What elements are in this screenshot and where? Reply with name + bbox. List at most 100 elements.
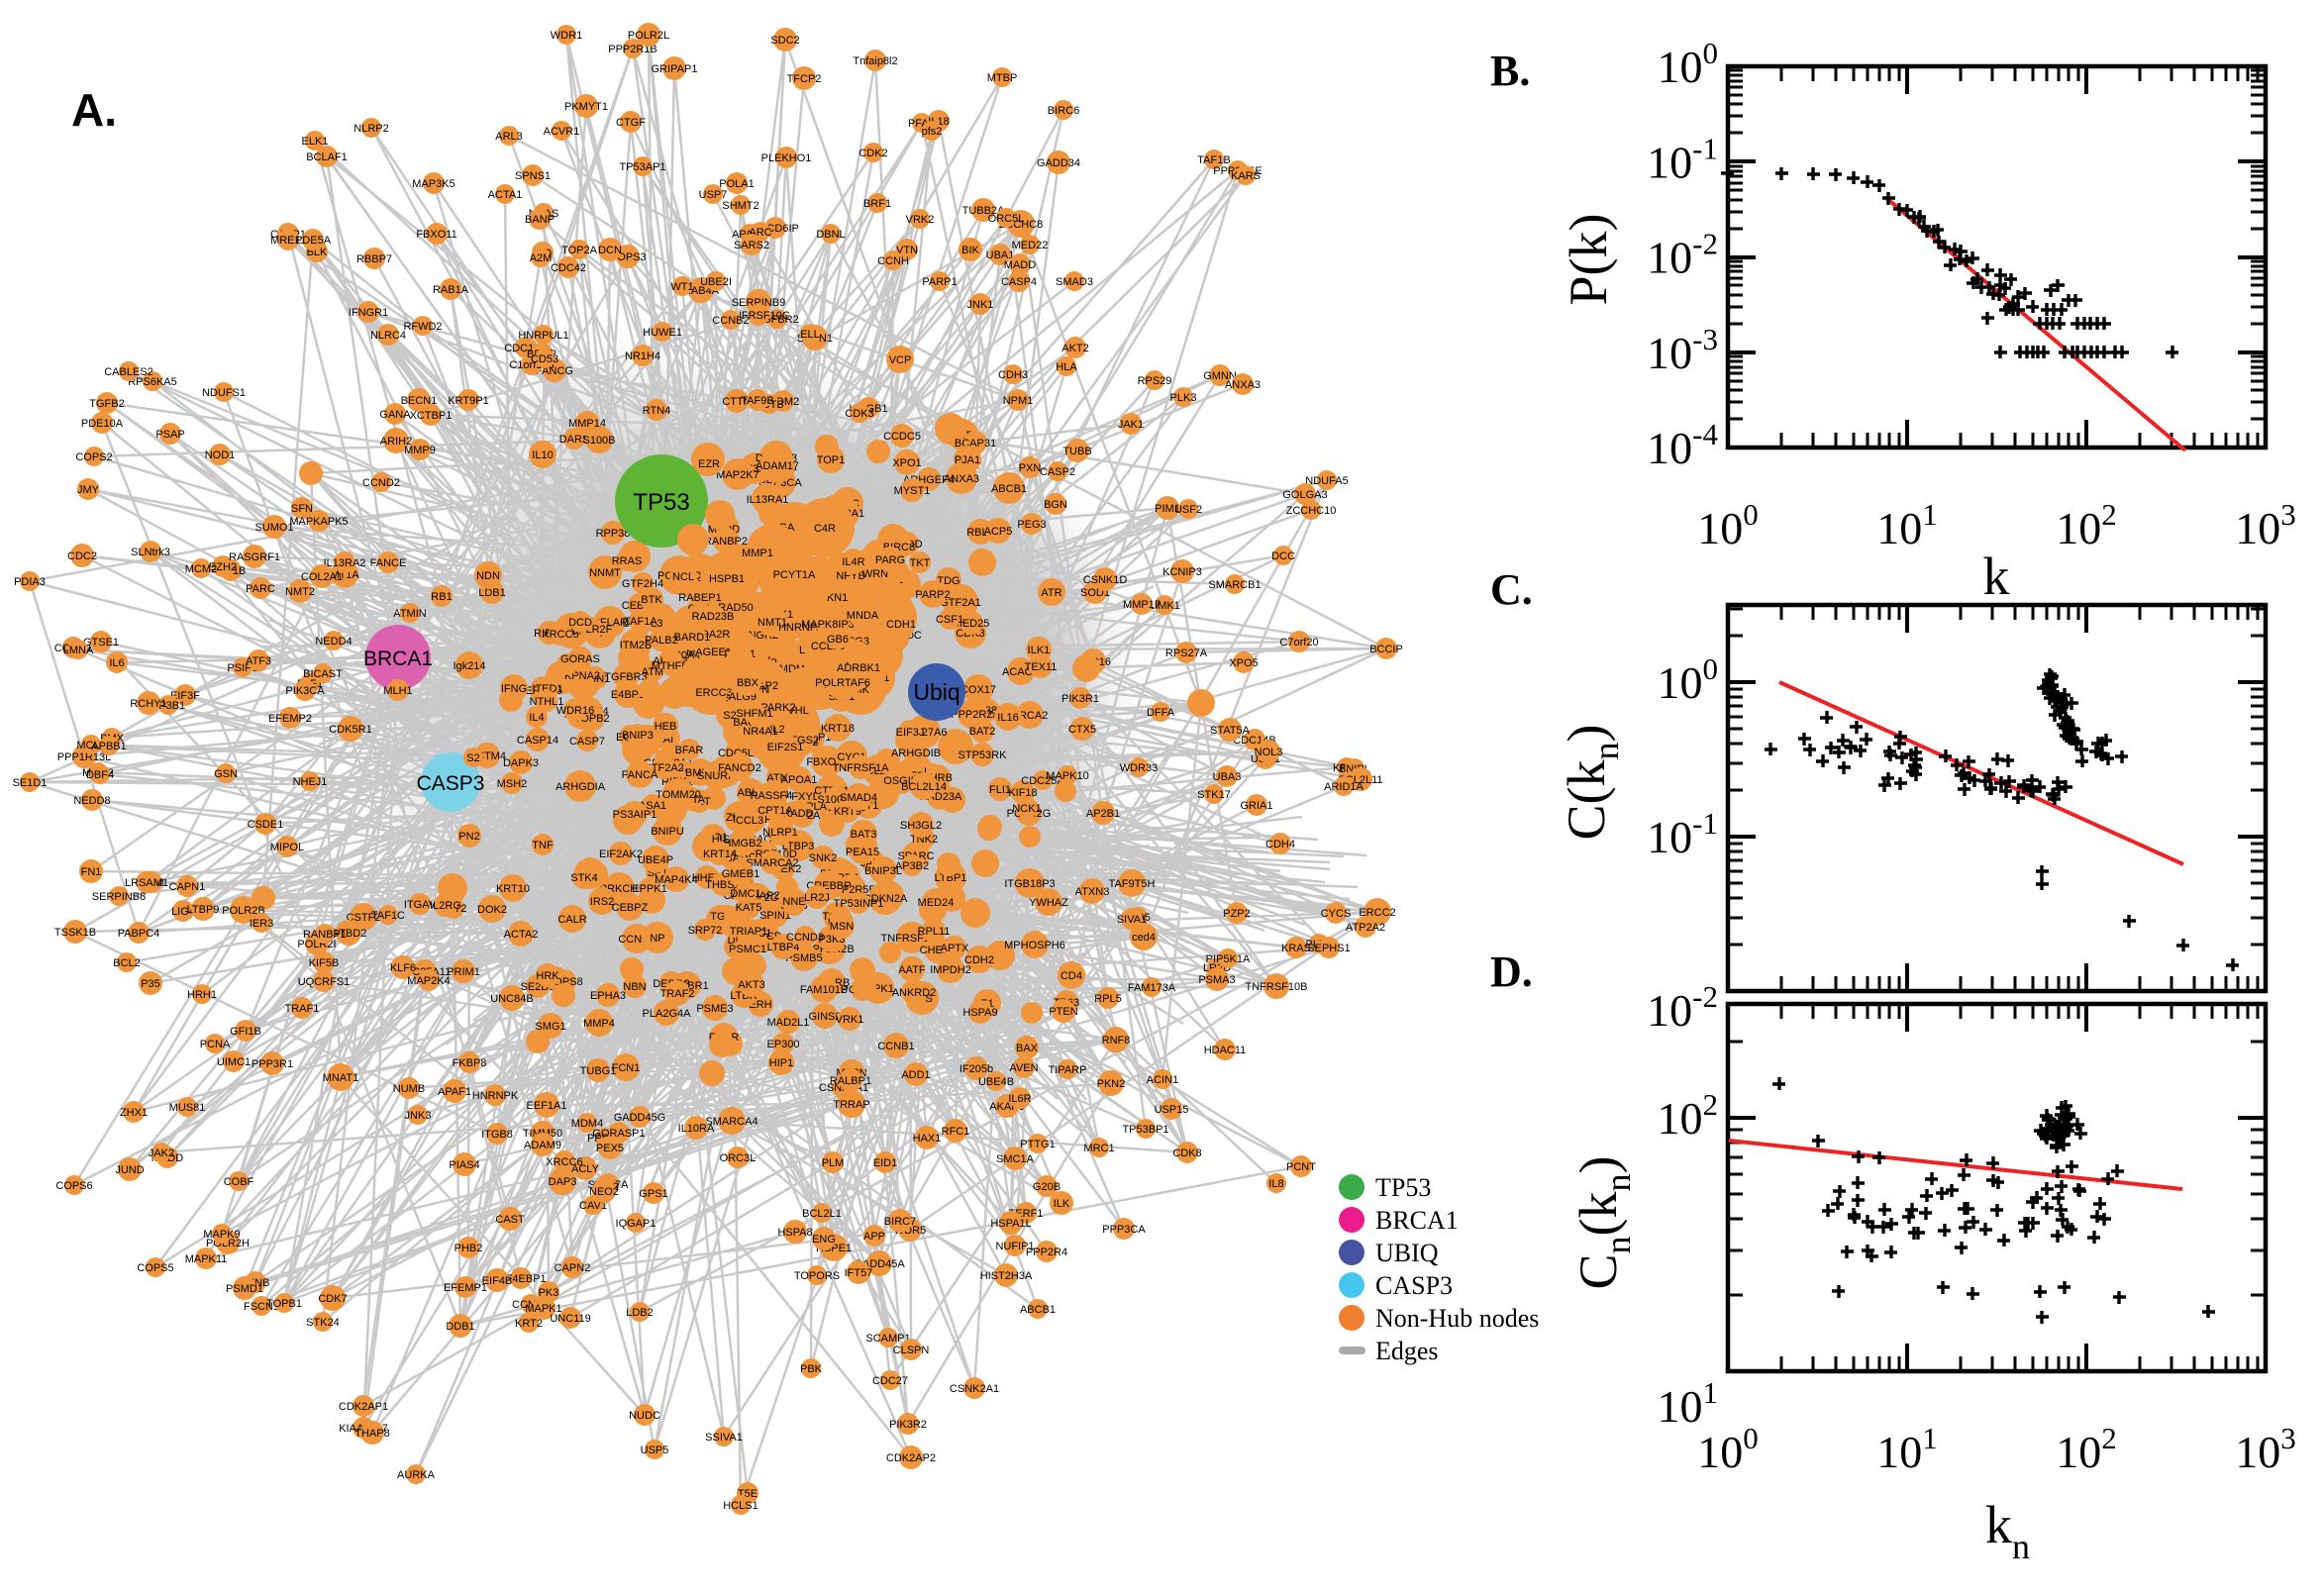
svg-text:PDIA3: PDIA3 xyxy=(14,576,46,588)
svg-text:HSPB1: HSPB1 xyxy=(709,573,745,585)
svg-text:FLI1: FLI1 xyxy=(989,784,1011,796)
svg-text:MCL1: MCL1 xyxy=(76,740,105,751)
svg-text:PCYT1A: PCYT1A xyxy=(773,569,816,581)
svg-text:EFEMP2: EFEMP2 xyxy=(268,713,312,725)
svg-text:IMPDH2: IMPDH2 xyxy=(930,964,971,976)
svg-text:B.: B. xyxy=(1490,47,1530,95)
svg-text:MAD2L1: MAD2L1 xyxy=(767,1017,810,1029)
svg-text:ATMIN: ATMIN xyxy=(393,608,426,620)
svg-text:HLA: HLA xyxy=(1056,361,1077,373)
svg-text:CD53: CD53 xyxy=(531,353,558,365)
svg-text:NLRP1: NLRP1 xyxy=(762,827,797,839)
svg-text:GB6: GB6 xyxy=(827,634,849,646)
svg-text:FSCN1: FSCN1 xyxy=(244,1301,279,1313)
svg-text:CDC27: CDC27 xyxy=(872,1375,908,1387)
svg-text:UBA1: UBA1 xyxy=(986,249,1015,261)
svg-text:TUBG1: TUBG1 xyxy=(580,1065,617,1077)
svg-text:ITGB18P3: ITGB18P3 xyxy=(1004,878,1055,890)
svg-text:CCND2: CCND2 xyxy=(362,477,400,489)
svg-text:GANA: GANA xyxy=(379,409,411,421)
svg-text:OSGIN: OSGIN xyxy=(883,775,919,787)
svg-text:HRK: HRK xyxy=(536,970,559,982)
svg-text:MYST1: MYST1 xyxy=(894,485,931,497)
svg-text:NCK1: NCK1 xyxy=(1012,803,1041,815)
svg-text:PARG: PARG xyxy=(875,554,905,566)
svg-text:IL4R: IL4R xyxy=(842,556,864,568)
svg-text:TUBB: TUBB xyxy=(1062,446,1091,457)
svg-text:SEPHS1: SEPHS1 xyxy=(1307,943,1350,954)
svg-text:PCNA: PCNA xyxy=(200,1039,231,1050)
svg-text:BRF1: BRF1 xyxy=(863,198,891,210)
svg-text:CDH1: CDH1 xyxy=(886,619,916,631)
svg-text:COPS5: COPS5 xyxy=(137,1262,173,1274)
svg-text:TRRAP: TRRAP xyxy=(833,1099,869,1111)
svg-text:CDK2AP1: CDK2AP1 xyxy=(339,1401,388,1413)
svg-text:CALR: CALR xyxy=(557,914,586,926)
svg-text:VTN: VTN xyxy=(896,245,918,256)
svg-text:D.: D. xyxy=(1490,948,1533,996)
svg-text:STK24: STK24 xyxy=(306,1317,340,1329)
svg-text:BIRC7: BIRC7 xyxy=(884,1216,916,1228)
svg-text:NPM1: NPM1 xyxy=(1003,395,1034,407)
svg-text:NOD1: NOD1 xyxy=(205,449,236,461)
svg-text:TAF9B: TAF9B xyxy=(741,395,773,407)
svg-text:PSMA3: PSMA3 xyxy=(1198,974,1235,986)
svg-text:RB1: RB1 xyxy=(431,591,452,603)
svg-text:AP2B1: AP2B1 xyxy=(1086,808,1120,820)
svg-text:BECN1: BECN1 xyxy=(401,395,438,407)
svg-text:BNIP3L: BNIP3L xyxy=(864,865,902,877)
svg-text:IL2RG: IL2RG xyxy=(430,900,461,912)
svg-text:PK3: PK3 xyxy=(539,1287,559,1299)
svg-text:TRIAP1: TRIAP1 xyxy=(730,926,768,938)
svg-text:MED25: MED25 xyxy=(954,618,990,630)
svg-text:PPP1R13L: PPP1R13L xyxy=(57,751,111,763)
svg-text:PSMB5: PSMB5 xyxy=(785,952,822,964)
svg-text:HSPA9: HSPA9 xyxy=(962,1007,997,1019)
svg-text:TFCP2: TFCP2 xyxy=(787,73,822,85)
svg-text:XPO5: XPO5 xyxy=(1229,657,1258,669)
svg-text:MAPK9: MAPK9 xyxy=(203,1229,240,1241)
svg-text:BCL2L1: BCL2L1 xyxy=(802,1208,842,1220)
svg-text:PBK: PBK xyxy=(800,1363,823,1375)
svg-text:PIK3R2: PIK3R2 xyxy=(889,1419,927,1431)
svg-text:SMARCA4: SMARCA4 xyxy=(705,1116,758,1128)
svg-text:WRN: WRN xyxy=(862,568,888,580)
svg-text:ced4: ced4 xyxy=(1132,932,1156,944)
svg-text:DARS: DARS xyxy=(559,434,590,446)
svg-text:UBE4P: UBE4P xyxy=(638,854,673,866)
svg-text:IL4: IL4 xyxy=(529,712,544,724)
svg-text:KRT18: KRT18 xyxy=(821,723,855,735)
svg-text:DAP3: DAP3 xyxy=(549,1176,577,1188)
svg-text:PLEKHO1: PLEKHO1 xyxy=(761,152,812,164)
svg-text:HNRPUL1: HNRPUL1 xyxy=(518,330,568,342)
svg-text:BICAST: BICAST xyxy=(303,668,343,680)
svg-text:TOMM20: TOMM20 xyxy=(656,789,701,801)
svg-text:MRC1: MRC1 xyxy=(1083,1143,1114,1154)
svg-text:MSN: MSN xyxy=(830,921,855,933)
svg-text:FANCD2: FANCD2 xyxy=(718,762,760,774)
svg-text:ABCB1: ABCB1 xyxy=(991,483,1027,495)
svg-text:USF2: USF2 xyxy=(1174,504,1202,516)
svg-text:SNURF: SNURF xyxy=(697,770,735,782)
svg-text:RCHY1: RCHY1 xyxy=(130,698,166,710)
svg-text:RAD50: RAD50 xyxy=(718,602,753,614)
svg-text:CDK8: CDK8 xyxy=(1172,1147,1201,1159)
svg-text:HIP1: HIP1 xyxy=(769,1057,793,1069)
svg-text:BRCA1: BRCA1 xyxy=(363,648,433,670)
svg-text:CTGF: CTGF xyxy=(616,117,646,129)
svg-text:KRT9P1: KRT9P1 xyxy=(448,395,488,407)
svg-text:WT1: WT1 xyxy=(670,281,693,293)
svg-text:SMC1A: SMC1A xyxy=(996,1153,1035,1165)
svg-text:DBNL: DBNL xyxy=(816,229,845,241)
svg-text:EFEMP1: EFEMP1 xyxy=(444,1282,487,1294)
svg-text:CTTN: CTTN xyxy=(722,396,751,408)
svg-text:CDH3: CDH3 xyxy=(998,369,1028,381)
svg-text:PXN: PXN xyxy=(1019,462,1042,474)
svg-text:GOLGA3: GOLGA3 xyxy=(1282,489,1327,501)
svg-text:PARK2: PARK2 xyxy=(760,702,795,714)
svg-text:TOPB1: TOPB1 xyxy=(266,1298,302,1310)
svg-text:UBA3: UBA3 xyxy=(1213,771,1242,783)
svg-text:XRCC6: XRCC6 xyxy=(546,1156,582,1168)
svg-text:MT1A: MT1A xyxy=(330,569,359,581)
svg-text:JAK2: JAK2 xyxy=(149,1147,174,1159)
